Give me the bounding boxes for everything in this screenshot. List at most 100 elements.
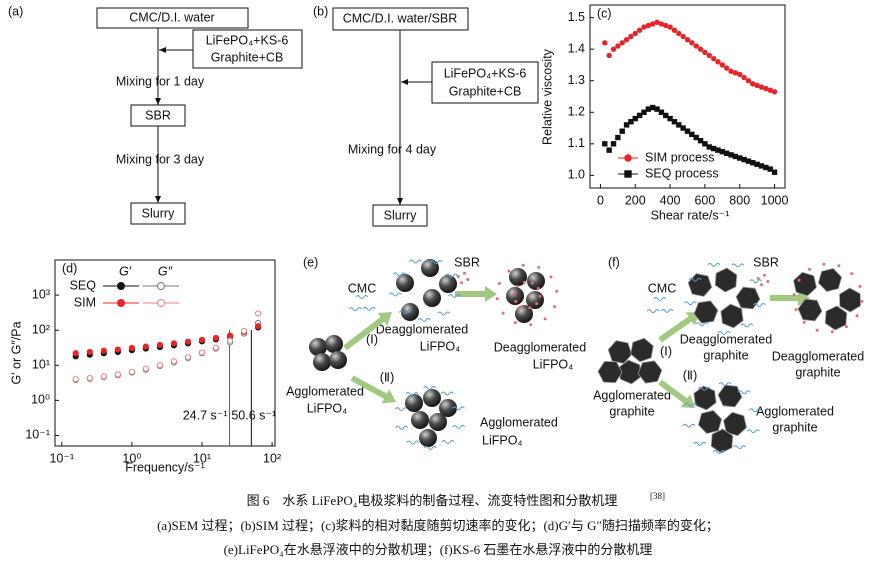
marker (693, 134, 699, 141)
marker (676, 122, 682, 128)
panel-label: (a) (8, 4, 23, 18)
marker (142, 365, 149, 372)
graphite-flake (723, 411, 747, 437)
node-label: Slurry (142, 206, 175, 220)
marker (615, 134, 621, 141)
y-tick-label: 1.2 (568, 105, 585, 119)
state-label: graphite (609, 404, 654, 418)
particle (439, 275, 457, 293)
marker (602, 141, 608, 147)
marker (689, 131, 695, 138)
particle (429, 413, 447, 431)
process-arrow (658, 312, 700, 343)
state-label: Agglomerated (593, 388, 671, 402)
node-label: CMC/D.I. water (129, 10, 214, 24)
marker (697, 46, 704, 52)
marker (170, 340, 178, 347)
marker (732, 153, 739, 160)
state-label: Deagglomerated (494, 340, 586, 354)
cmc-chain (683, 301, 697, 306)
annotation-label: 50.6 s⁻¹ (231, 408, 276, 422)
marker (645, 22, 652, 29)
sbr-particle (756, 277, 760, 281)
marker (610, 46, 617, 52)
sbr-particle (536, 286, 540, 290)
marker (641, 109, 647, 115)
sbr-particle (815, 328, 819, 332)
sbr-particle (792, 293, 796, 297)
cmc-chain (451, 406, 465, 411)
node-label: Graphite+CB (449, 84, 522, 98)
marker (771, 169, 778, 175)
caption-line: (e)LiFePO₄在水悬浮液中的分散机理；(f)KS-6 石墨在水悬浮液中的分… (224, 542, 653, 558)
node-label: Slurry (384, 208, 417, 222)
node (96, 7, 249, 29)
sbr-particle (830, 330, 834, 334)
marker (619, 40, 625, 46)
sbr-label: SBR (753, 255, 779, 269)
sbr-particle (538, 294, 542, 298)
cmc-chain (405, 391, 419, 396)
state-label: graphite (703, 348, 748, 362)
panel-label: (d) (62, 261, 77, 275)
cmc-chain (417, 317, 431, 322)
state-label: Agglomerated (756, 404, 834, 418)
marker (758, 84, 765, 90)
route-label: (Ⅰ) (660, 344, 672, 358)
cmc-chain (749, 279, 763, 284)
x-tick-label: 1000 (761, 193, 789, 207)
x-tick-label: 800 (729, 193, 750, 207)
marker (723, 150, 730, 156)
process-arrow (343, 312, 392, 351)
cmc-chain (355, 295, 369, 299)
plot-frame (589, 4, 786, 189)
route-label: (Ⅰ) (366, 332, 378, 346)
x-tick-label: 200 (625, 193, 646, 207)
marker (667, 24, 673, 30)
graphite-flake (735, 286, 761, 310)
marker (198, 336, 206, 343)
cmc-chain (392, 272, 406, 277)
marker (771, 89, 778, 95)
cmc-chain (746, 429, 760, 434)
diagram-shapes (309, 259, 864, 454)
chart: 0 200 400 600 800 1000 1.0 1.1 1.2 1.3 1.4 1.5 (c) Sh… (540, 4, 789, 222)
x-tick-label: 400 (660, 193, 681, 207)
cmc-chain (731, 263, 745, 268)
cmc-chain (441, 440, 455, 445)
sbr-particle (794, 308, 798, 312)
sbr-particle (850, 272, 854, 276)
marker (100, 347, 107, 354)
sbr-particle (462, 271, 466, 275)
marker (654, 106, 660, 112)
marker (623, 37, 630, 43)
sbr-particle (513, 321, 517, 325)
legend-label: SEQ (70, 278, 97, 292)
y-tick-label: 10¹ (32, 358, 50, 372)
cmc-chain (682, 423, 696, 428)
process-arrow (770, 290, 810, 306)
node (192, 29, 303, 69)
marker (719, 62, 726, 68)
marker (184, 338, 192, 345)
x-axis-title: Shear rate/s⁻¹ (651, 208, 730, 222)
marker (623, 122, 630, 128)
marker (706, 144, 712, 150)
cmc-chain (437, 311, 451, 316)
y-tick-label: 10⁰ (31, 393, 50, 407)
marker (676, 30, 682, 37)
particle (309, 338, 327, 356)
y-tick-label: 10⁻¹ (25, 428, 50, 442)
marker (741, 74, 747, 81)
panel-label: (c) (597, 6, 612, 20)
marker (671, 119, 678, 125)
graphite-flake (687, 273, 713, 297)
marker (628, 33, 634, 40)
cmc-chain (424, 446, 437, 450)
particle (515, 305, 533, 323)
marker (226, 332, 234, 339)
sbr-particle (521, 263, 525, 267)
legend-header: G″ (158, 264, 173, 278)
marker (719, 149, 726, 155)
